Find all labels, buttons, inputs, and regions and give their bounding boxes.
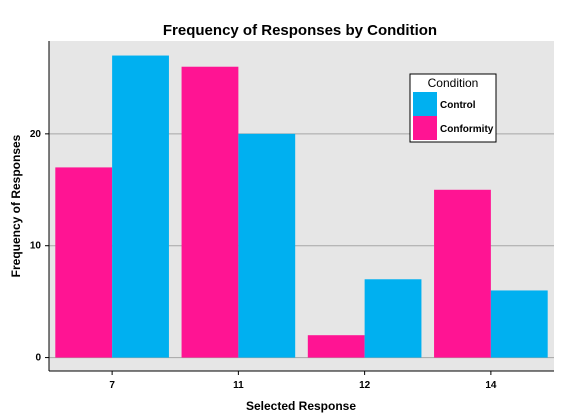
bar-control-12 (364, 279, 422, 358)
bars (55, 55, 548, 358)
x-tick-label: 7 (109, 380, 115, 391)
chart-title: Frequency of Responses by Condition (163, 22, 437, 39)
bar-conformity-14 (434, 189, 491, 358)
bar-control-7 (112, 55, 169, 358)
bar-control-14 (490, 290, 548, 358)
bar-conformity-12 (307, 335, 365, 358)
y-axis-ticks: 0 10 20 (30, 129, 49, 364)
legend-swatch-control (413, 92, 437, 116)
legend-swatch-conformity (413, 116, 437, 140)
y-tick-label: 10 (30, 241, 42, 252)
x-tick-label: 14 (485, 380, 497, 391)
legend-label-conformity: Conformity (440, 124, 494, 135)
x-tick-label: 12 (359, 380, 371, 391)
x-axis-ticks: 7 11 12 14 (109, 371, 497, 391)
legend: Condition Control Conformity (409, 73, 497, 143)
bar-conformity-7 (55, 167, 113, 358)
x-axis-title: Selected Response (246, 399, 356, 413)
legend-title: Condition (428, 76, 479, 90)
y-axis-title: Frequency of Responses (9, 134, 23, 277)
y-tick-label: 20 (30, 129, 42, 140)
legend-label-control: Control (440, 100, 476, 111)
bar-conformity-11 (181, 66, 239, 358)
y-tick-label: 0 (35, 353, 41, 364)
bar-control-11 (238, 133, 296, 358)
x-tick-label: 11 (233, 380, 244, 391)
